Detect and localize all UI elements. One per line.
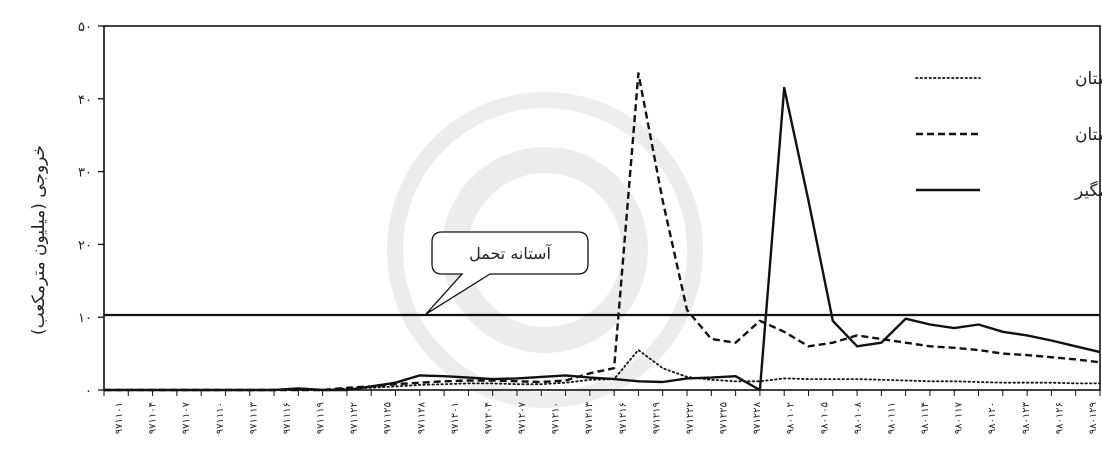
x-tick-label: ۹۷۱۲۲۸: [752, 401, 763, 434]
x-tick-label: ۹۷۱۱۱۶: [282, 402, 293, 434]
y-tick-label: ۵۰: [78, 20, 92, 35]
x-tick-label: ۹۸۰۱۲۶: [1054, 402, 1065, 434]
y-axis-label: خروجی (میلیون مترمکعب): [29, 145, 49, 335]
series-line: [104, 86, 1101, 392]
x-tick-label: ۹۷۱۲۲۵: [719, 402, 730, 434]
x-tick-label: ۹۸۰۱۰۵: [819, 402, 830, 434]
x-tick-label: ۹۸۰۱۱۱: [886, 402, 897, 434]
x-tick-label: ۹۸۰۱۱۴: [920, 402, 931, 434]
x-tick-label: ۹۷۱۱۰۴: [148, 402, 159, 434]
x-tick-label: ۹۷۱۲۱۶: [618, 402, 629, 434]
legend-label: وشمگیر: [1074, 180, 1102, 201]
legend-label: گلستان: [1075, 124, 1102, 145]
series-line: [104, 72, 1101, 392]
x-tick-label: ۹۸۰۱۲۳: [1021, 401, 1032, 434]
x-tick-label: ۹۸۰۱۰۲: [786, 402, 797, 434]
x-tick-label: ۹۷۱۲۱۰: [551, 402, 562, 434]
x-tick-label: ۹۷۱۲۰۷: [517, 401, 528, 434]
x-tick-label: ۹۷۱۱۲۸: [416, 401, 427, 434]
y-tick-label: ۲۰: [78, 238, 92, 253]
y-tick-label: ۱۰: [78, 311, 92, 326]
x-tick-label: ۹۷۱۱۲۵: [383, 402, 394, 434]
x-tick-label: ۹۷۱۱۰۱: [114, 402, 125, 434]
x-tick-label: ۹۷۱۱۱۰: [215, 402, 226, 434]
x-tick-label: ۹۷۱۱۱۹: [316, 402, 327, 434]
x-tick-label: ۹۷۱۱۰۷: [181, 401, 192, 434]
x-tick-label: ۹۷۱۲۲۲: [685, 402, 696, 434]
legend-label: بوستان: [1075, 69, 1102, 89]
x-tick-label: ۹۸۰۱۰۸: [853, 401, 864, 434]
plot-frame: [103, 25, 1101, 391]
y-tick-label: ۳۰: [78, 166, 92, 181]
x-tick-label: ۹۷۱۱۱۳: [248, 401, 259, 434]
x-tick-label: ۹۷۱۱۲۲: [349, 402, 360, 434]
x-tick-label: ۹۷۱۲۱۳: [584, 401, 595, 434]
x-tick-label: ۹۸۰۱۱۷: [954, 401, 965, 434]
x-tick-label: ۹۸۰۱۲۰: [987, 402, 998, 434]
y-tick-label: ۰: [85, 384, 92, 399]
x-tick-label: ۹۸۰۱۲۹: [1088, 402, 1099, 434]
threshold-label: آستانه تحمل: [469, 244, 552, 263]
y-tick-label: ۴۰: [78, 93, 92, 108]
x-tick-label: ۹۷۱۲۰۱: [450, 402, 461, 434]
x-tick-label: ۹۷۱۲۱۹: [651, 402, 662, 434]
x-tick-label: ۹۷۱۲۰۴: [483, 402, 494, 434]
threshold-callout-box: [425, 231, 589, 315]
